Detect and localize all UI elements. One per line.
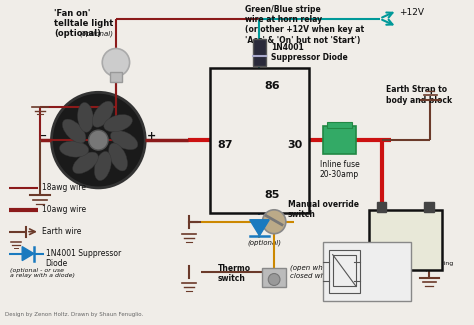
Bar <box>263 267 286 288</box>
Bar <box>333 254 356 286</box>
Ellipse shape <box>94 151 111 181</box>
Bar <box>210 68 309 213</box>
Circle shape <box>263 210 286 234</box>
Bar <box>110 72 122 82</box>
Text: 12V
Battery: 12V Battery <box>382 221 428 242</box>
Text: Typical Automotive
SPST Relay Schematic
Bosch Style DIN Numbering
(with built-in: Typical Automotive SPST Relay Schematic … <box>366 250 453 272</box>
Text: Thermo
switch: Thermo switch <box>218 264 251 283</box>
Text: +: + <box>147 131 156 141</box>
Text: 10awg wire: 10awg wire <box>42 205 86 214</box>
Text: +: + <box>377 253 385 263</box>
Ellipse shape <box>63 119 86 143</box>
Text: −: − <box>425 253 433 263</box>
Polygon shape <box>22 247 34 261</box>
Bar <box>329 250 360 293</box>
Bar <box>323 126 356 154</box>
Text: Earth Strap to
body and block: Earth Strap to body and block <box>386 85 453 105</box>
Text: Earth wire: Earth wire <box>42 227 81 236</box>
Ellipse shape <box>78 102 93 132</box>
Text: 1N4001
Suppressor Diode: 1N4001 Suppressor Diode <box>271 43 348 62</box>
Bar <box>323 242 411 301</box>
Circle shape <box>89 130 108 150</box>
Circle shape <box>52 92 145 188</box>
Bar <box>369 210 442 269</box>
Text: Inline fuse
20-30amp: Inline fuse 20-30amp <box>319 160 359 179</box>
Text: 'Fan on'
telltale light
(optional): 'Fan on' telltale light (optional) <box>55 9 114 38</box>
Ellipse shape <box>110 131 138 150</box>
Bar <box>253 39 266 66</box>
Text: 30: 30 <box>288 140 303 150</box>
Circle shape <box>268 274 280 285</box>
Text: +12V: +12V <box>399 8 424 17</box>
Ellipse shape <box>60 141 89 157</box>
Bar <box>327 122 352 128</box>
Bar <box>425 202 434 212</box>
Text: Green/Blue stripe
wire at horn relay
(or other +12V when key at
'Acc' & 'On' but: Green/Blue stripe wire at horn relay (or… <box>245 5 364 45</box>
Text: (optional - or use
a relay with a diode): (optional - or use a relay with a diode) <box>10 267 75 278</box>
Circle shape <box>102 48 129 76</box>
Text: 1N4001 Suppressor
Diode: 1N4001 Suppressor Diode <box>46 249 121 268</box>
Polygon shape <box>250 220 269 236</box>
Ellipse shape <box>73 152 98 174</box>
Bar <box>377 202 386 212</box>
Text: −: − <box>38 131 47 141</box>
Ellipse shape <box>92 101 113 127</box>
Text: Design by Zenon Holtz. Drawn by Shaun Fenuglio.: Design by Zenon Holtz. Drawn by Shaun Fe… <box>5 312 143 317</box>
Text: 86: 86 <box>264 81 280 91</box>
Text: 85: 85 <box>264 190 280 200</box>
Text: 87: 87 <box>218 140 233 150</box>
Text: 18awg wire: 18awg wire <box>42 183 86 192</box>
Text: Manual override
switch: Manual override switch <box>288 200 359 219</box>
Text: (optional): (optional) <box>247 240 282 246</box>
Text: (optional): (optional) <box>79 31 113 37</box>
Ellipse shape <box>104 115 132 132</box>
Ellipse shape <box>109 143 128 171</box>
Text: (open when 'cold'
closed when 'hot'): (open when 'cold' closed when 'hot') <box>290 265 354 279</box>
